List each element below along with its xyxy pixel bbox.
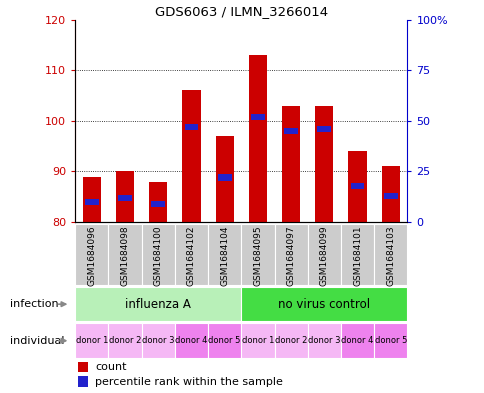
Bar bbox=[75, 323, 108, 358]
Text: donor 1: donor 1 bbox=[241, 336, 273, 345]
Bar bbox=[75, 287, 241, 321]
Text: donor 3: donor 3 bbox=[142, 336, 174, 345]
Bar bbox=[215, 136, 233, 222]
Text: percentile rank within the sample: percentile rank within the sample bbox=[95, 376, 282, 386]
Text: donor 5: donor 5 bbox=[374, 336, 406, 345]
Bar bbox=[381, 166, 399, 222]
Bar bbox=[208, 323, 241, 358]
Bar bbox=[108, 323, 141, 358]
Bar bbox=[184, 124, 198, 130]
Bar bbox=[141, 224, 174, 285]
Bar bbox=[149, 182, 167, 222]
Text: infection: infection bbox=[10, 299, 58, 309]
Text: donor 4: donor 4 bbox=[175, 336, 207, 345]
Text: influenza A: influenza A bbox=[125, 298, 191, 311]
Text: GSM1684099: GSM1684099 bbox=[319, 226, 328, 286]
Text: GSM1684095: GSM1684095 bbox=[253, 226, 262, 286]
Title: GDS6063 / ILMN_3266014: GDS6063 / ILMN_3266014 bbox=[154, 6, 327, 18]
Text: GSM1684103: GSM1684103 bbox=[385, 226, 394, 286]
Bar bbox=[85, 199, 98, 205]
Text: donor 1: donor 1 bbox=[76, 336, 108, 345]
Bar bbox=[174, 323, 208, 358]
Bar bbox=[307, 323, 340, 358]
Bar bbox=[284, 128, 297, 134]
Bar bbox=[373, 323, 407, 358]
Bar bbox=[241, 323, 274, 358]
Bar bbox=[116, 171, 134, 222]
Bar bbox=[78, 362, 88, 373]
Bar bbox=[108, 224, 141, 285]
Text: no virus control: no virus control bbox=[278, 298, 370, 311]
Bar bbox=[248, 55, 267, 222]
Text: GSM1684102: GSM1684102 bbox=[186, 226, 196, 286]
Bar bbox=[82, 176, 101, 222]
Text: donor 3: donor 3 bbox=[307, 336, 340, 345]
Bar bbox=[348, 151, 366, 222]
Bar bbox=[182, 90, 200, 222]
Text: GSM1684097: GSM1684097 bbox=[286, 226, 295, 286]
Bar bbox=[78, 376, 88, 386]
Bar bbox=[315, 106, 333, 222]
Bar bbox=[274, 224, 307, 285]
Text: GSM1684096: GSM1684096 bbox=[87, 226, 96, 286]
Bar bbox=[241, 224, 274, 285]
Bar bbox=[307, 224, 340, 285]
Bar bbox=[174, 224, 208, 285]
Bar bbox=[274, 323, 307, 358]
Bar bbox=[383, 193, 397, 199]
Text: donor 2: donor 2 bbox=[108, 336, 141, 345]
Text: GSM1684104: GSM1684104 bbox=[220, 226, 229, 286]
Bar bbox=[340, 224, 373, 285]
Bar bbox=[151, 201, 165, 207]
Bar bbox=[141, 323, 174, 358]
Bar bbox=[340, 323, 373, 358]
Bar bbox=[251, 114, 264, 120]
Text: donor 4: donor 4 bbox=[341, 336, 373, 345]
Text: donor 5: donor 5 bbox=[208, 336, 241, 345]
Text: GSM1684098: GSM1684098 bbox=[120, 226, 129, 286]
Bar bbox=[350, 183, 363, 189]
Text: individual: individual bbox=[10, 336, 64, 346]
Bar bbox=[373, 224, 407, 285]
Bar bbox=[217, 174, 231, 180]
Bar bbox=[75, 224, 108, 285]
Text: donor 2: donor 2 bbox=[274, 336, 307, 345]
Text: count: count bbox=[95, 362, 126, 372]
Bar bbox=[317, 126, 331, 132]
Bar bbox=[208, 224, 241, 285]
Bar bbox=[281, 106, 300, 222]
Bar bbox=[118, 195, 132, 201]
Text: GSM1684101: GSM1684101 bbox=[352, 226, 362, 286]
Bar bbox=[241, 287, 407, 321]
Text: GSM1684100: GSM1684100 bbox=[153, 226, 163, 286]
